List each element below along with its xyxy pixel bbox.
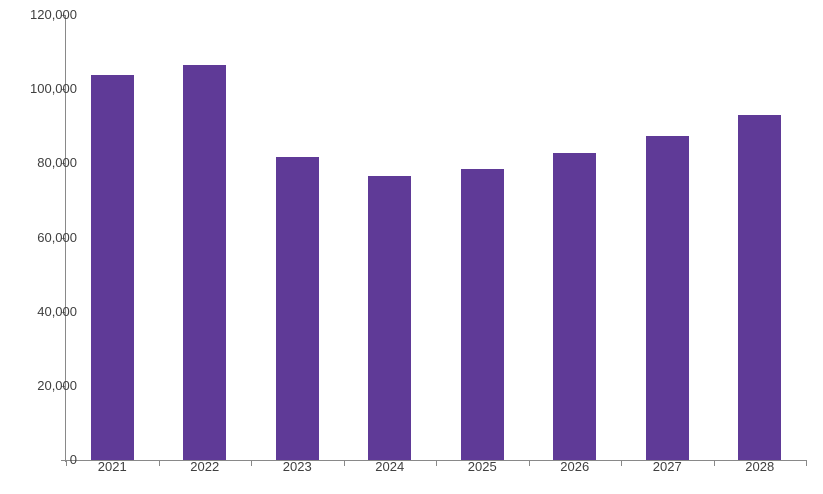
x-axis-tick: [621, 461, 622, 466]
bar-2024: [368, 176, 412, 460]
y-axis-tick-label: 0: [69, 452, 77, 467]
x-axis-tick: [251, 461, 252, 466]
bar-2022: [183, 65, 227, 460]
y-axis-tick: [61, 237, 66, 239]
x-axis-tick-label: 2028: [745, 459, 775, 474]
y-axis-tick: [61, 89, 66, 91]
bar-2023: [275, 157, 319, 460]
y-axis-tick-label: 20,000: [37, 377, 77, 393]
x-axis-tick-label: 2026: [560, 459, 590, 474]
plot-area: [61, 15, 807, 466]
x-axis-tick: [806, 461, 807, 466]
x-axis-tick: [528, 461, 530, 466]
y-axis-tick: [61, 385, 66, 387]
y-axis-tick-label: 80,000: [37, 155, 77, 171]
x-axis-tick-label: 2025: [467, 459, 497, 474]
bar-2027: [645, 136, 689, 460]
y-axis-tick-label: 60,000: [37, 229, 77, 245]
y-axis-tick: [61, 460, 66, 461]
x-axis-tick-label: 2022: [190, 459, 220, 474]
x-axis-tick: [158, 461, 160, 466]
y-axis-tick-label: 40,000: [37, 303, 77, 319]
y-axis-tick: [61, 15, 66, 16]
y-axis-tick: [61, 311, 66, 313]
y-axis-tick: [61, 163, 66, 165]
x-axis-tick: [713, 461, 715, 466]
bar-2025: [460, 168, 504, 460]
y-axis-tick-label: 120,000: [30, 7, 77, 22]
x-axis: [61, 460, 807, 461]
bar-2021: [90, 75, 134, 460]
x-axis-tick-label: 2021: [97, 459, 127, 474]
x-axis-tick: [436, 461, 437, 466]
x-axis-tick: [343, 461, 345, 466]
x-axis-tick-label: 2023: [282, 459, 312, 474]
x-axis-tick-label: 2024: [375, 459, 405, 474]
x-axis-tick: [66, 461, 67, 466]
bar-2026: [553, 152, 597, 460]
y-axis: [65, 15, 66, 462]
y-axis-tick-label: 100,000: [30, 81, 77, 97]
bar-2028: [738, 115, 782, 460]
x-axis-tick-label: 2027: [652, 459, 682, 474]
